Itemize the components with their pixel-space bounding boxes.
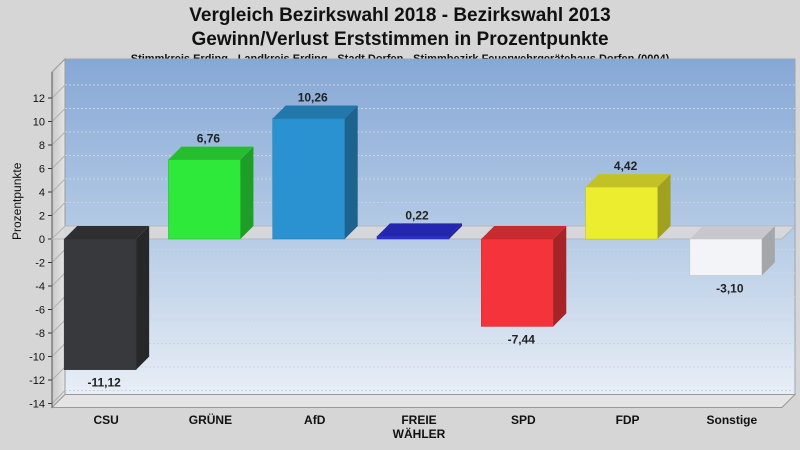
bar-freie-wähler — [376, 223, 462, 240]
bar-spd — [481, 226, 567, 327]
x-tick-label: AfD — [304, 413, 326, 427]
bar-top — [272, 105, 358, 119]
bar-front — [63, 238, 137, 370]
y-tick-label: 2 — [39, 211, 45, 223]
gridline-side — [51, 272, 66, 287]
y-tick-label: -14 — [29, 399, 45, 411]
data-label: 6,76 — [197, 132, 221, 146]
bar-side — [240, 146, 254, 239]
y-tick-label: -6 — [35, 305, 45, 317]
y-tick-label: -4 — [35, 281, 45, 293]
gridline-side — [51, 202, 66, 216]
data-label: -3,10 — [716, 281, 744, 295]
x-tick-label: WÄHLER — [393, 426, 446, 441]
data-label: 0,22 — [405, 208, 429, 222]
x-tick-label: GRÜNE — [189, 412, 232, 427]
x-tick-label: FDP — [616, 413, 640, 427]
bar-top — [481, 226, 567, 239]
gridline-side — [51, 296, 66, 310]
bar-sonstige — [689, 226, 775, 276]
bar-front — [689, 238, 763, 276]
y-tick-label: -2 — [35, 258, 45, 270]
gridline-side — [51, 155, 66, 169]
y-tick-label: -8 — [35, 328, 45, 340]
gridline-side — [51, 249, 66, 263]
bar-top — [689, 226, 775, 239]
y-tick-label: -12 — [29, 375, 45, 387]
gridline-side — [51, 343, 66, 357]
bar-afd — [272, 105, 358, 240]
y-tick-label: 6 — [39, 164, 45, 176]
bar-top — [585, 174, 671, 188]
gridline-side — [51, 390, 66, 404]
bar-grüne — [168, 146, 254, 240]
bar-side — [761, 226, 775, 276]
gridline-side — [51, 366, 66, 381]
x-tick-label: FREIE — [401, 413, 436, 427]
data-label: 4,42 — [614, 159, 638, 173]
data-label: 10,26 — [298, 90, 328, 104]
chart-title-line-1: Vergleich Bezirkswahl 2018 - Bezirkswahl… — [189, 5, 611, 26]
y-tick-label: 10 — [33, 117, 45, 129]
data-label: -11,12 — [87, 376, 121, 390]
chart-title-line-2: Gewinn/Verlust Erststimmen in Prozentpun… — [191, 29, 609, 50]
y-tick-label: -10 — [29, 352, 45, 364]
gridline-side — [51, 131, 66, 146]
gridline-side — [51, 178, 66, 193]
gridline-side — [51, 108, 66, 122]
bar-front — [168, 159, 241, 240]
y-tick-label: 8 — [39, 140, 45, 152]
bar-fdp — [585, 174, 671, 240]
plot-floor — [50, 394, 797, 408]
bar-side — [553, 226, 567, 327]
y-tick-label: 0 — [39, 234, 45, 246]
bar-csu — [63, 226, 150, 370]
chart-title: Vergleich Bezirkswahl 2018 - Bezirkswahl… — [0, 4, 800, 52]
bar-top — [64, 226, 150, 239]
bar-side — [449, 223, 462, 239]
bar-front — [585, 186, 658, 240]
bar-side — [136, 226, 150, 370]
bar-top — [168, 146, 254, 160]
y-tick-label: 12 — [33, 93, 45, 105]
bar-front — [481, 238, 554, 327]
bar-side — [344, 105, 358, 239]
bar-top — [377, 223, 462, 237]
x-tick-label: Sonstige — [707, 413, 758, 427]
x-tick-label: SPD — [511, 413, 536, 427]
x-tick-label: CSU — [93, 413, 118, 427]
y-tick-label: 4 — [39, 187, 45, 199]
data-label: -7,44 — [508, 332, 536, 346]
gridline-side — [51, 319, 66, 334]
bar-front — [272, 118, 345, 240]
gridline-side — [51, 84, 66, 99]
bar-front — [376, 236, 450, 240]
bar-side — [657, 174, 671, 239]
